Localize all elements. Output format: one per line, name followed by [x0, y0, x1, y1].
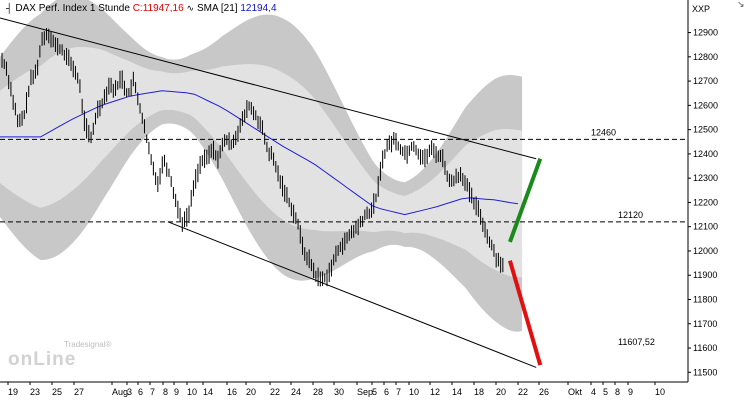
line-icon: ∿ — [186, 3, 194, 13]
watermark-brand-big: onLine — [8, 349, 77, 370]
x-tick-label-25: 18 — [474, 387, 484, 397]
sma-label: SMA [21] — [197, 3, 238, 14]
x-tick-label-6: 6 — [138, 387, 143, 397]
x-tick-label-30: 4 — [591, 387, 596, 397]
y-tick-label-6: 12100 — [693, 222, 718, 232]
y-tick-label-7: 12200 — [693, 197, 718, 207]
chart-header: ┤ DAX Perf. Index 1 Stunde C:11947,16 ∿ SM… — [6, 3, 277, 14]
x-tick-label-34: 10 — [655, 387, 665, 397]
x-tick-label-15: 24 — [291, 387, 301, 397]
level-label-0: 12460 — [591, 127, 616, 137]
inner-band — [0, 46, 523, 278]
arrow-up-line — [508, 158, 543, 243]
watermark-brand-small: Tradesignal® — [64, 340, 112, 349]
y-axis: 11500 11600 11700 11800 11900 12000 12100 12200… — [688, 28, 718, 377]
x-tick-label-16: 28 — [313, 387, 323, 397]
x-tick-label-24: 14 — [452, 387, 462, 397]
sma-line — [0, 90, 519, 216]
x-tick-label-21: 7 — [396, 387, 401, 397]
instrument-name: DAX Perf. Index — [15, 3, 88, 14]
y-tick-label-12: 12700 — [693, 76, 718, 86]
y-tick-label-0: 11500 — [693, 367, 717, 377]
price-bars — [1, 27, 504, 287]
chart-grid — [0, 0, 689, 383]
y-tick-label-5: 12000 — [693, 246, 718, 256]
x-tick-label-23: 12 — [430, 387, 440, 397]
x-tick-label-13: 20 — [246, 387, 256, 397]
y-tick-label-3: 11800 — [693, 294, 717, 304]
x-tick-label-9: 9 — [174, 387, 179, 397]
x-tick-label-0: 19 — [8, 387, 18, 397]
horizontal-levels: 12460 12120 — [0, 127, 688, 223]
y-tick-label-4: 11900 — [693, 270, 717, 280]
y-tick-label-10: 12500 — [693, 125, 718, 135]
interval-label: 1 Stunde — [89, 3, 130, 14]
x-tick-label-27: 22 — [518, 387, 528, 397]
x-tick-label-19: 5 — [372, 387, 377, 397]
x-tick-label-17: 30 — [334, 387, 344, 397]
level-label-1: 12120 — [618, 210, 643, 220]
close-value: C:11947,16 — [132, 3, 184, 14]
x-tick-label-2: 25 — [52, 387, 62, 397]
x-tick-label-20: 6 — [384, 387, 389, 397]
bar-chart-icon: ┤ — [6, 3, 13, 13]
x-tick-label-7: 7 — [150, 387, 155, 397]
bollinger-bands — [0, 0, 523, 332]
corner-resize-icon[interactable]: ↘ — [737, 0, 745, 9]
x-tick-label-31: 5 — [603, 387, 608, 397]
x-tick-label-1: 23 — [30, 387, 40, 397]
axis-unit: XXP — [692, 4, 711, 14]
y-tick-label-9: 12400 — [693, 149, 718, 159]
x-tick-label-32: 8 — [615, 387, 620, 397]
x-tick-label-18: Sep — [357, 387, 373, 397]
channel-lower-label: 11607,52 — [618, 337, 655, 347]
sma-value: 12194,4 — [240, 3, 277, 14]
x-tick-label-26: 20 — [496, 387, 506, 397]
y-tick-label-2: 11700 — [693, 319, 717, 329]
y-tick-label-8: 12300 — [693, 173, 718, 183]
y-tick-label-13: 12800 — [693, 52, 718, 62]
channel-upper-line — [0, 17, 537, 160]
x-tick-label-22: 10 — [409, 387, 419, 397]
channel-lower-line — [167, 221, 537, 368]
y-tick-label-1: 11600 — [693, 343, 717, 353]
x-tick-label-28: 26 — [539, 387, 549, 397]
watermark-logo: Tradesignal® onLine — [8, 340, 118, 376]
arrow-down-line — [508, 260, 543, 366]
x-tick-label-33: 9 — [628, 387, 633, 397]
x-tick-label-5: 3 — [127, 387, 132, 397]
trend-channel: 11607,52 — [0, 17, 655, 368]
x-tick-label-12: 16 — [227, 387, 237, 397]
x-tick-label-29: Okt — [568, 387, 583, 397]
x-tick-label-10: 10 — [187, 387, 197, 397]
y-tick-label-11: 12600 — [693, 100, 718, 110]
x-tick-label-3: 27 — [74, 387, 84, 397]
x-tick-label-14: 22 — [270, 387, 280, 397]
x-tick-label-11: 14 — [203, 387, 213, 397]
sma-series-line — [0, 90, 519, 216]
x-tick-label-4: Aug — [112, 387, 128, 397]
x-tick-label-8: 8 — [163, 387, 168, 397]
projection-arrows — [508, 158, 543, 366]
y-tick-label-14: 12900 — [693, 28, 718, 38]
